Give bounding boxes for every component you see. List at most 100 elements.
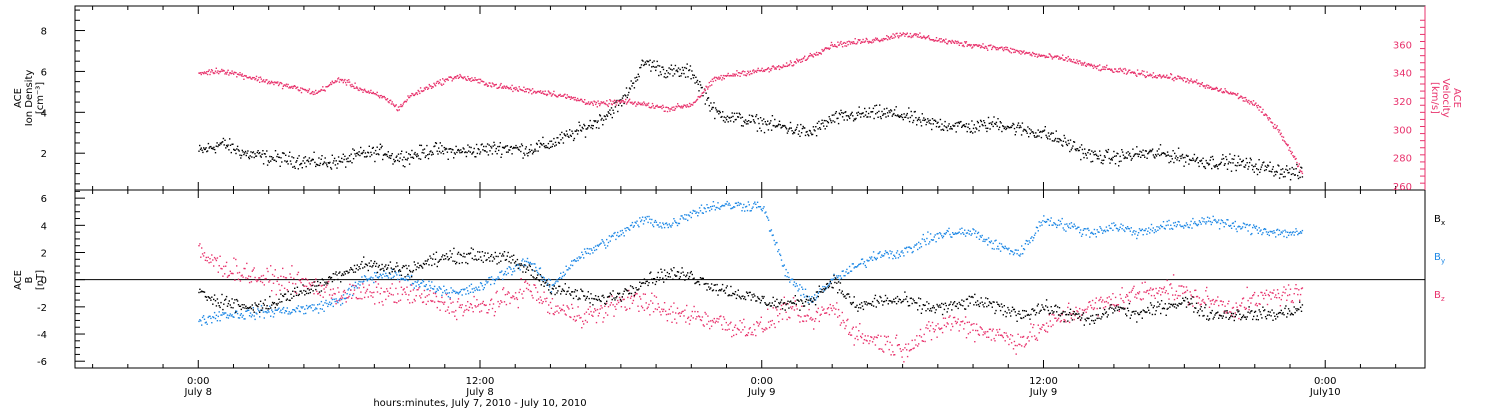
bz-series-point [236, 272, 239, 274]
by-series-point [1132, 231, 1134, 233]
density-series-point [1301, 176, 1304, 178]
velocity-series-point [897, 35, 899, 37]
velocity-series-point [610, 103, 613, 105]
density-series-point [209, 146, 211, 148]
density-series-point [528, 148, 531, 151]
velocity-series-point [1278, 129, 1281, 131]
velocity-series-point [1254, 103, 1256, 105]
bz-series-point [455, 309, 457, 312]
bz-series-point [628, 289, 630, 292]
velocity-series-point [349, 84, 352, 86]
density-series-point [706, 99, 708, 101]
density-series-point [200, 147, 202, 149]
by-series-point [1097, 231, 1099, 233]
velocity-series-point [780, 66, 782, 68]
velocity-series-point [308, 88, 311, 90]
density-series-point [524, 148, 527, 150]
by-series-point [361, 276, 363, 278]
bz-series-point [299, 280, 301, 282]
velocity-series-point [828, 48, 830, 50]
by-series-point [982, 240, 984, 242]
by-series-point [731, 207, 733, 210]
velocity-series-point [849, 43, 852, 45]
density-series-point [581, 126, 583, 129]
velocity-series-point [979, 44, 981, 47]
by-series-point [1183, 227, 1185, 229]
density-series-point [450, 151, 453, 153]
by-series-point [857, 265, 859, 267]
density-series-point [782, 125, 785, 127]
density-series-point [262, 150, 264, 152]
bz-series-point [485, 304, 487, 306]
velocity-series-point [1086, 63, 1088, 65]
bz-series-point [781, 318, 784, 320]
density-series-point [270, 160, 272, 162]
density-series-point [842, 112, 845, 114]
by-series-point [295, 307, 298, 309]
density-series-point [999, 121, 1001, 123]
velocity-series-point [1162, 75, 1164, 77]
velocity-series-point [742, 70, 744, 72]
velocity-series-point [654, 107, 656, 109]
by-series-point [766, 215, 768, 218]
density-series-point [791, 130, 793, 132]
bz-series-point [424, 296, 427, 298]
velocity-series-point [908, 35, 910, 38]
density-series-point [757, 118, 759, 120]
by-series-point [948, 227, 950, 230]
velocity-series-point [497, 87, 499, 89]
by-series-point [661, 227, 663, 229]
velocity-series-point [425, 86, 427, 88]
by-series-point [1130, 227, 1132, 229]
velocity-series-point [1097, 65, 1099, 67]
density-series-point [903, 113, 905, 115]
bz-series-point [704, 311, 706, 314]
velocity-series-point [671, 106, 673, 109]
bz-series-point [783, 296, 785, 298]
velocity-series-point [751, 72, 753, 75]
velocity-series-point [630, 102, 632, 104]
by-series-point [1281, 232, 1283, 234]
density-series-point [935, 125, 938, 128]
by-series-point [793, 281, 796, 283]
bz-series-point [750, 333, 752, 336]
bz-series-point [669, 313, 671, 315]
velocity-series-point [947, 41, 949, 43]
by-series-point [507, 272, 509, 274]
by-series-point [244, 318, 246, 320]
bz-series-point [779, 308, 782, 311]
velocity-series-point [551, 94, 553, 96]
by-series-point [1158, 226, 1160, 228]
bz-series-point [385, 298, 387, 301]
velocity-series-point [1214, 88, 1216, 90]
velocity-series-point [1109, 68, 1111, 70]
density-series-point [669, 73, 671, 75]
bz-series-point [630, 295, 633, 297]
density-series-point [796, 126, 798, 129]
velocity-series-point [221, 70, 224, 72]
bz-series-point [307, 287, 310, 290]
velocity-series-point [936, 40, 938, 42]
density-series-point [1132, 148, 1134, 150]
density-series-point [208, 147, 210, 149]
bz-series-point [625, 309, 627, 311]
velocity-series-point [773, 66, 775, 68]
by-series-point [417, 280, 419, 282]
bz-series-point [431, 300, 433, 303]
by-series-point [1201, 217, 1203, 219]
velocity-series-point [1138, 72, 1140, 75]
density-series-point [719, 111, 721, 114]
density-series-point [1018, 127, 1020, 129]
density-series-point [785, 126, 787, 129]
by-series-point [337, 301, 339, 304]
bz-series-point [775, 307, 777, 309]
density-series-point [733, 112, 736, 115]
density-series-point [1166, 154, 1168, 157]
density-series-point [553, 137, 555, 140]
density-series-point [369, 155, 371, 158]
by-series-point [791, 278, 793, 280]
density-series-point [1138, 153, 1140, 155]
velocity-series-point [875, 38, 878, 41]
bz-series-point [848, 331, 851, 334]
density-series-point [326, 164, 328, 166]
